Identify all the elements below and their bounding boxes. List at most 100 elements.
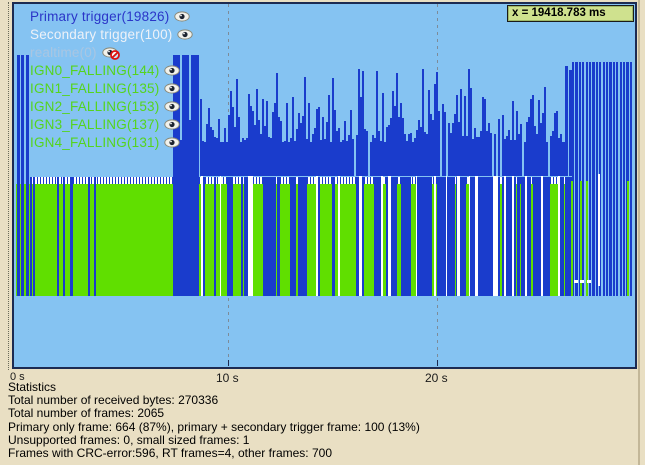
spike-bar (506, 135, 509, 176)
spike-bar (386, 127, 389, 176)
spike-bar (518, 134, 521, 176)
spike-bar (242, 137, 245, 176)
spike-bar (468, 69, 471, 176)
event-strip-tick (121, 177, 122, 184)
spike-bar (300, 122, 303, 176)
event-strip-tick (112, 177, 113, 184)
event-strip-tick (253, 177, 254, 184)
event-strip-tick (346, 177, 347, 184)
spike-bar (292, 96, 295, 176)
cursor-readout: x = 19418.783 ms (507, 5, 634, 22)
event-strip-tick (466, 177, 467, 184)
legend-label: Secondary trigger(100) (30, 26, 173, 42)
event-strip-tick (79, 177, 80, 184)
spike-bar (228, 114, 231, 176)
burst-white-dash (587, 280, 591, 283)
event-strip-tick (322, 177, 323, 184)
visibility-toggle[interactable] (164, 136, 181, 148)
spike-bar (334, 110, 337, 176)
band-bar (528, 177, 532, 296)
spike-bar (396, 73, 399, 176)
event-strip-tick (151, 177, 152, 184)
spike-bar (352, 138, 355, 176)
spike-bar (388, 125, 391, 176)
spike-bar (328, 95, 331, 176)
visibility-toggle[interactable] (164, 82, 181, 94)
spike-bar (494, 133, 497, 176)
cluster-notch (189, 55, 191, 120)
cluster-notch (180, 55, 182, 140)
visibility-toggle[interactable] (174, 10, 191, 22)
event-strip-tick (352, 177, 353, 184)
spike-bar (456, 95, 459, 176)
band-bar (30, 177, 32, 296)
band-gap (251, 176, 254, 296)
spike-bar (378, 131, 381, 176)
spike-bar (426, 133, 429, 176)
spike-bar (312, 134, 315, 176)
event-strip-tick (412, 177, 413, 184)
legend-item-ign3-falling[interactable]: IGN3_FALLING(137) (30, 115, 194, 133)
spike-bar (434, 83, 437, 176)
event-strip-tick (553, 177, 554, 184)
event-strip-tick (82, 177, 83, 184)
legend-item-secondary-trigger[interactable]: Secondary trigger(100) (30, 25, 194, 43)
event-strip-tick (40, 177, 41, 184)
spike-bar (17, 55, 20, 296)
band-gap (503, 176, 506, 296)
visibility-toggle[interactable] (164, 64, 181, 76)
plot-area[interactable] (14, 4, 635, 367)
band-bar (420, 177, 423, 296)
disabled-slash-icon (109, 50, 120, 60)
burst-bar (582, 62, 585, 296)
visibility-toggle[interactable] (177, 28, 194, 40)
spike-bar (246, 138, 249, 176)
event-strip-tick (199, 177, 200, 184)
spike-bar (284, 141, 287, 176)
legend-item-realtime[interactable]: realtime(0) (30, 43, 194, 61)
spike-bar (204, 141, 207, 176)
visibility-toggle[interactable] (164, 118, 181, 130)
legend-item-ign1-falling[interactable]: IGN1_FALLING(135) (30, 79, 194, 97)
band-bar (516, 177, 521, 296)
spike-bar (202, 140, 205, 176)
signal-timeline-chart[interactable]: Primary trigger(19826) Secondary trigger… (12, 2, 637, 369)
spike-bar (296, 129, 299, 176)
legend-item-ign4-falling[interactable]: IGN4_FALLING(131) (30, 133, 194, 151)
spike-bar (342, 139, 345, 176)
spike-bar (310, 141, 313, 176)
spike-bar (250, 105, 253, 176)
burst-bar (585, 62, 588, 296)
spike-bar (414, 138, 417, 176)
spike-bar (484, 98, 487, 176)
legend-item-primary-trigger[interactable]: Primary trigger(19826) (30, 7, 194, 25)
legend-item-ign2-falling[interactable]: IGN2_FALLING(153) (30, 97, 194, 115)
spike-bar (306, 139, 309, 176)
band-bar (228, 177, 233, 296)
event-strip-tick (313, 177, 314, 184)
visibility-toggle-disabled[interactable] (102, 46, 120, 60)
band-bar (537, 177, 543, 296)
event-strip-tick (103, 177, 104, 184)
event-strip-tick (556, 177, 557, 184)
spike-bar (230, 90, 233, 176)
spike-bar (364, 129, 367, 176)
burst-bar (619, 62, 622, 296)
spike-bar (248, 93, 251, 176)
spike-bar (350, 110, 353, 176)
event-strip-tick (55, 177, 56, 184)
event-strip-tick (106, 177, 107, 184)
stat-received-bytes: Total number of received bytes: 270336 (8, 393, 219, 408)
band-bar (389, 177, 398, 296)
spike-bar (430, 114, 433, 176)
visibility-toggle[interactable] (164, 100, 181, 112)
legend-item-ign0-falling[interactable]: IGN0_FALLING(144) (30, 61, 194, 79)
spike-bar (294, 141, 297, 176)
panel-right-shade (638, 0, 640, 465)
spike-bar (224, 128, 227, 176)
event-strip-tick (49, 177, 50, 184)
band-bar (63, 177, 65, 296)
spike-bar (520, 123, 523, 176)
spike-bar (478, 136, 481, 176)
spike-bar (398, 116, 401, 176)
